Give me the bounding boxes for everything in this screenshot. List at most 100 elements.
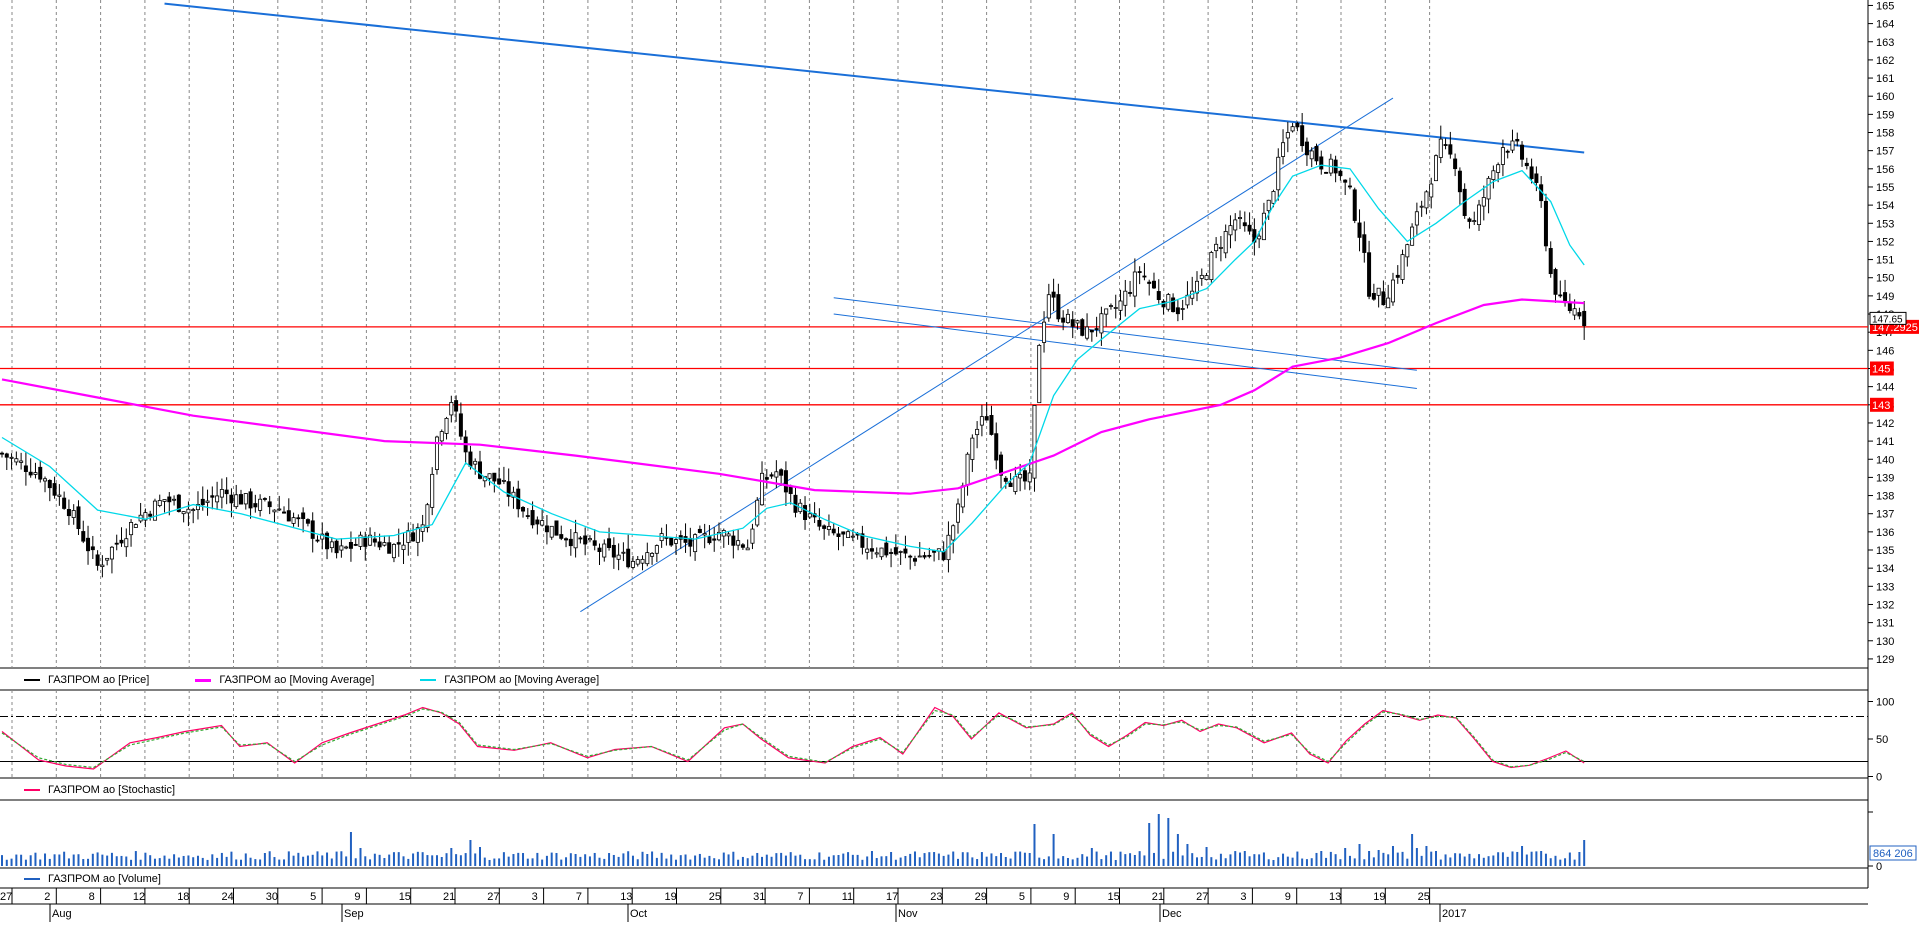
candle-body (492, 472, 497, 482)
time-day-label: 9 (1063, 891, 1069, 903)
volume-bar (909, 853, 912, 866)
volume-bar (15, 854, 18, 866)
candle-body (922, 555, 927, 558)
candle-body (1395, 274, 1400, 278)
candle-body (822, 525, 827, 529)
volume-bar (976, 859, 979, 866)
candle-body (521, 506, 526, 512)
volume-bar (1406, 858, 1409, 866)
candle-body (100, 564, 105, 568)
candle-body (1218, 247, 1223, 249)
volume-bar (722, 852, 725, 866)
candle-body (927, 554, 932, 557)
volume-bar (1391, 846, 1394, 866)
candle-body (693, 534, 698, 553)
candle-body (43, 478, 48, 482)
volume-panel (1, 814, 1586, 866)
candle-body (717, 531, 722, 541)
volume-bar (622, 853, 625, 866)
candle-body (415, 527, 420, 543)
price-y-tick-label: 162 (1876, 55, 1894, 67)
volume-bar (579, 856, 582, 866)
candle-body (1438, 138, 1443, 158)
volume-bar (1296, 851, 1299, 866)
price-legend: ГАЗПРОМ ао [Price] ГАЗПРОМ ао [Moving Av… (0, 672, 621, 688)
price-y-tick-label: 133 (1876, 581, 1894, 593)
candle-body (33, 472, 38, 475)
volume-bar (1023, 852, 1026, 866)
candle-body (712, 538, 717, 541)
candle-body (1128, 292, 1133, 294)
grid-layer (0, 0, 1869, 888)
volume-bar (474, 853, 477, 866)
candle-body (578, 537, 583, 540)
candle-body (1381, 291, 1386, 306)
candle-body (941, 550, 946, 560)
candle-body (1400, 254, 1405, 280)
time-day-label: 25 (709, 891, 721, 903)
candle-body (912, 558, 917, 562)
legend-swatch-stochastic (24, 789, 40, 791)
volume-bar (479, 847, 481, 866)
trend-line (164, 2, 1585, 154)
volume-bar (952, 851, 955, 866)
candle-body (267, 501, 272, 508)
candle-body (38, 466, 43, 480)
volume-bar (957, 858, 959, 866)
volume-bar (115, 856, 118, 866)
candle-body (1247, 224, 1252, 232)
candle-body (1094, 328, 1099, 330)
candle-body (1453, 158, 1458, 170)
price-y-tick-label: 151 (1876, 255, 1894, 267)
volume-bar (861, 859, 864, 866)
volume-bar (1014, 851, 1017, 866)
volume-bar (866, 856, 869, 866)
volume-bar (536, 852, 539, 866)
candle-body (1056, 294, 1061, 320)
candle-body (707, 536, 712, 544)
volume-bar (1358, 844, 1361, 866)
volume-bar (1133, 855, 1136, 866)
candle-body (1405, 244, 1410, 258)
candle-body (258, 498, 263, 511)
candle-body (291, 517, 296, 524)
volume-bar (283, 859, 286, 866)
volume-bar (1267, 859, 1270, 866)
stochastic-y-tick-label: 100 (1876, 697, 1894, 709)
candle-body (1209, 252, 1214, 281)
volume-bar (1305, 859, 1308, 866)
legend-item-volume: ГАЗПРОМ ао [Volume] (24, 873, 161, 885)
candle-body (826, 526, 831, 530)
volume-bar (1210, 857, 1213, 866)
candle-body (315, 539, 320, 542)
candle-body (301, 512, 306, 519)
candle-body (1061, 317, 1066, 323)
candle-body (850, 535, 855, 538)
candle-body (1309, 150, 1314, 160)
legend-item-ma-short: ГАЗПРОМ ао [Moving Average] (420, 674, 599, 686)
volume-bar (1033, 824, 1036, 866)
candle-body (401, 544, 406, 550)
candle-body (358, 534, 363, 547)
candle-body (688, 537, 693, 547)
volume-bar (1473, 858, 1476, 866)
candle-body (348, 542, 353, 549)
legend-label-ma-short: ГАЗПРОМ ао [Moving Average] (444, 674, 600, 686)
volume-bar (1129, 853, 1132, 866)
time-day-label: 13 (620, 891, 632, 903)
volume-bar (937, 853, 940, 866)
volume-bar (813, 859, 816, 866)
candle-body (530, 510, 535, 526)
last-price-tag (1869, 311, 1907, 325)
time-day-label: 11 (842, 891, 853, 903)
candle-body (535, 519, 540, 525)
candle-body (157, 500, 162, 506)
candle-body (554, 520, 559, 536)
volume-bar (1205, 847, 1208, 866)
time-day-label: 8 (89, 891, 95, 903)
candle-body (669, 537, 674, 546)
candle-body (1065, 313, 1070, 324)
volume-bar (1353, 858, 1356, 866)
time-day-label: 18 (177, 891, 189, 903)
price-y-tick-label: 144 (1876, 382, 1894, 394)
